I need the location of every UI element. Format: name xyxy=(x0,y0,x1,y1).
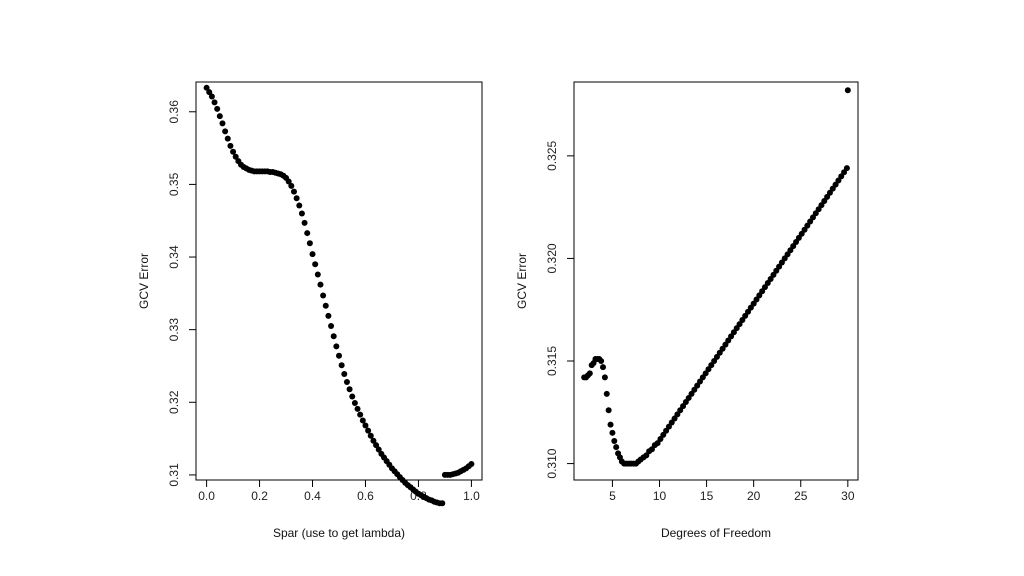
y-tick-label: 0.33 xyxy=(167,318,181,342)
data-point xyxy=(333,343,340,350)
x-tick-label: 0.4 xyxy=(304,489,321,503)
data-point xyxy=(314,271,321,278)
y-tick-label: 0.325 xyxy=(545,141,559,171)
data-point xyxy=(325,312,332,319)
x-axis-title: Degrees of Freedom xyxy=(661,526,771,540)
data-point xyxy=(320,292,327,299)
y-tick-label: 0.35 xyxy=(167,172,181,196)
data-point xyxy=(322,302,329,309)
data-point xyxy=(214,105,221,112)
data-point xyxy=(317,281,324,288)
data-point xyxy=(328,323,335,330)
data-point xyxy=(298,210,305,217)
data-point xyxy=(296,202,303,209)
x-axis-title: Spar (use to get lambda) xyxy=(273,526,405,540)
data-point xyxy=(341,370,348,377)
data-point xyxy=(375,446,382,453)
data-point xyxy=(607,421,614,428)
x-tick-label: 0.6 xyxy=(357,489,374,503)
data-point xyxy=(586,370,593,377)
data-point xyxy=(611,438,618,445)
data-point xyxy=(206,89,213,96)
data-point xyxy=(222,128,229,135)
y-tick-label: 0.320 xyxy=(545,243,559,273)
data-point xyxy=(609,429,616,436)
data-point xyxy=(208,93,215,100)
x-tick-label: 5 xyxy=(609,489,616,503)
data-point xyxy=(216,113,223,120)
x-tick-label: 15 xyxy=(700,489,714,503)
data-point xyxy=(203,84,210,91)
x-tick-label: 1.0 xyxy=(463,489,480,503)
data-point xyxy=(288,182,295,189)
data-point xyxy=(351,400,358,407)
data-point xyxy=(598,358,605,365)
data-point xyxy=(367,432,374,439)
y-tick-label: 0.31 xyxy=(167,463,181,487)
data-point xyxy=(211,99,218,106)
data-point xyxy=(304,230,311,237)
data-point xyxy=(312,261,319,268)
data-point xyxy=(285,178,292,185)
x-tick-label: 30 xyxy=(841,489,855,503)
data-point xyxy=(336,352,342,359)
data-point xyxy=(290,188,297,195)
data-point xyxy=(359,417,366,424)
data-point xyxy=(357,411,364,418)
y-tick-label: 0.315 xyxy=(545,346,559,376)
data-point xyxy=(301,219,308,226)
x-tick-label: 25 xyxy=(794,489,808,503)
data-point xyxy=(343,378,350,385)
data-point xyxy=(370,437,377,444)
data-point xyxy=(224,135,231,142)
data-point xyxy=(232,153,239,160)
data-point xyxy=(346,386,353,393)
data-point xyxy=(439,500,446,507)
data-point xyxy=(605,407,612,414)
y-tick-label: 0.34 xyxy=(167,245,181,269)
right-plot-panel: 5 10 15 20 25 30 0.310 0.315 0.320 0.325 Degrees o… xyxy=(515,81,859,540)
data-point xyxy=(309,251,316,258)
data-point xyxy=(219,120,226,127)
data-point xyxy=(306,240,313,247)
data-point xyxy=(330,333,337,340)
data-point xyxy=(844,87,851,94)
data-point xyxy=(362,422,369,429)
y-axis-title: GCV Error xyxy=(137,253,151,309)
y-tick-label: 0.310 xyxy=(545,448,559,478)
data-point xyxy=(349,393,356,400)
y-tick-label: 0.36 xyxy=(167,100,181,124)
data-point xyxy=(843,165,850,172)
x-tick-label: 0.2 xyxy=(251,489,268,503)
y-tick-label: 0.32 xyxy=(167,390,181,414)
data-point xyxy=(468,461,475,468)
x-tick-label: 10 xyxy=(653,489,667,503)
x-tick-label: 0.0 xyxy=(198,489,215,503)
data-point xyxy=(338,362,345,369)
data-point xyxy=(601,374,608,381)
data-point xyxy=(293,195,300,202)
data-point xyxy=(230,148,237,155)
y-axis-title: GCV Error xyxy=(515,253,529,309)
left-plot-panel: 0.00.20.40.60.81.00.310.320.330.340.350.… xyxy=(137,81,483,540)
data-point xyxy=(354,405,361,412)
data-point xyxy=(227,142,234,149)
data-point xyxy=(603,390,610,397)
data-point xyxy=(600,364,607,371)
data-point xyxy=(365,427,372,434)
x-tick-label: 20 xyxy=(747,489,761,503)
data-point xyxy=(373,442,380,449)
data-point xyxy=(613,444,620,451)
